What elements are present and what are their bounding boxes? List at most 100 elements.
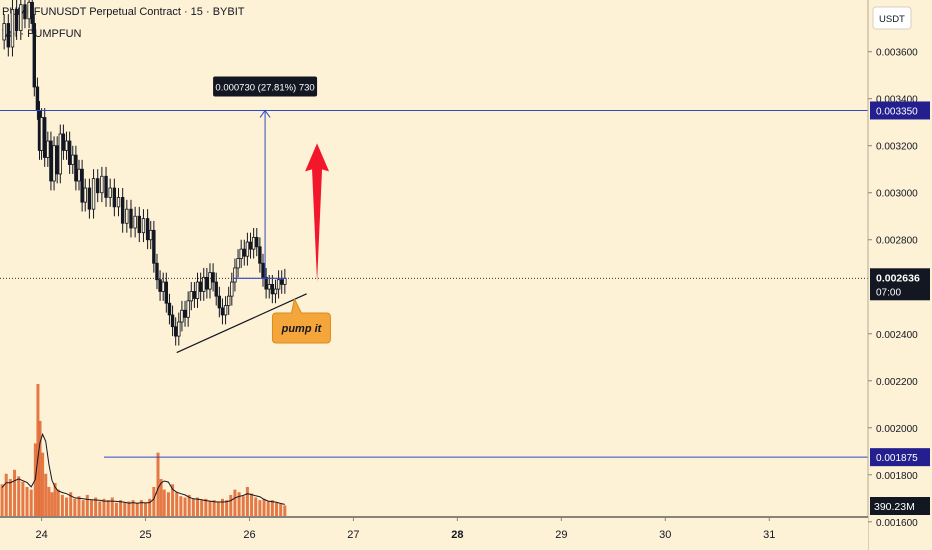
volume-bar <box>73 498 77 516</box>
volume-bar <box>13 469 17 516</box>
candle-body <box>46 140 50 158</box>
volume-bar <box>196 497 200 516</box>
time-tick-label: 28 <box>451 529 463 541</box>
volume-bar <box>131 500 135 516</box>
volume-bar <box>44 473 48 516</box>
candle-body <box>116 197 121 208</box>
candle-body <box>80 168 84 203</box>
candle-body <box>42 117 47 158</box>
candle-body <box>14 9 19 31</box>
time-tick-label: 26 <box>243 529 255 541</box>
price-tick-label: 0.001800 <box>876 471 918 482</box>
volume-bar <box>162 489 166 516</box>
candle-body <box>155 262 159 281</box>
volume-bar <box>69 492 73 516</box>
candle-body <box>164 281 169 304</box>
candle-body <box>67 140 72 165</box>
candle-body <box>276 279 281 290</box>
current-price-label: 0.002636 <box>876 272 920 284</box>
candle-body <box>158 279 162 292</box>
volume-bar <box>191 498 195 516</box>
volume-bar <box>204 498 208 516</box>
candle-body <box>87 187 92 210</box>
candle-body <box>242 248 246 257</box>
volume-bar <box>114 502 118 516</box>
candle-body <box>161 281 165 292</box>
time-axis-panel <box>0 517 868 550</box>
candle-body <box>6 23 11 48</box>
time-tick-label: 25 <box>139 529 151 541</box>
candle-body <box>137 215 141 234</box>
volume-bar <box>36 384 40 516</box>
price-tick-label: 0.001600 <box>876 518 918 529</box>
currency-label: USDT <box>879 14 905 25</box>
price-tick-label: 0.002000 <box>876 424 918 435</box>
volume-bar <box>283 505 287 516</box>
candle-body <box>180 309 184 323</box>
volume-bar <box>208 501 212 516</box>
level-price-tag <box>870 448 930 467</box>
candle-body <box>255 236 259 248</box>
price-tick-label: 0.003000 <box>876 189 918 200</box>
volume-bar <box>258 500 262 516</box>
candle-body <box>83 187 87 203</box>
volume-bar <box>29 489 33 516</box>
volume-bar <box>89 500 93 516</box>
candle-body <box>270 284 275 295</box>
candle-body <box>264 276 268 290</box>
volume-bar <box>77 496 81 516</box>
measure-label-box <box>213 76 318 97</box>
volume-bar <box>94 497 98 516</box>
candle-body <box>189 291 193 302</box>
candle-body <box>133 215 137 229</box>
candle-body <box>267 284 271 290</box>
candle-body <box>49 140 53 182</box>
volume-bar <box>187 494 191 516</box>
volume-bar <box>25 486 29 516</box>
volume-bar <box>110 497 114 516</box>
candle-body <box>30 1 34 24</box>
candle-body <box>52 145 56 182</box>
candle-body <box>58 133 62 175</box>
candle-body <box>226 295 231 306</box>
candle-body <box>120 197 125 224</box>
volume-bar <box>56 489 60 516</box>
volume-bar <box>270 500 274 516</box>
candle-body <box>74 154 78 182</box>
candle-body <box>273 288 278 295</box>
candle-body <box>177 321 181 337</box>
volume-bar <box>4 473 8 516</box>
candle-body <box>104 175 108 198</box>
currency-box <box>872 6 912 30</box>
volume-bar <box>183 497 187 516</box>
volume-bar <box>139 500 143 516</box>
time-tick-label: 29 <box>555 529 567 541</box>
candle-body <box>283 277 287 285</box>
volume-bar <box>254 497 258 516</box>
volume-bar <box>38 420 42 516</box>
time-tick-label: 27 <box>347 529 359 541</box>
volume-bar <box>106 500 110 516</box>
candle-body <box>245 241 250 257</box>
volume-bar <box>212 500 216 516</box>
candle-body <box>258 246 262 264</box>
price-tick-label: 0.003600 <box>876 48 918 59</box>
candle-body <box>167 302 172 316</box>
volume-bar <box>50 492 54 516</box>
callout-bubble <box>271 297 331 344</box>
candle-body <box>96 178 100 194</box>
candle-body <box>211 272 215 283</box>
volume-bar <box>233 489 237 516</box>
current-price-tag <box>870 268 930 301</box>
time-tick-label: 24 <box>35 529 47 541</box>
volume-bar <box>266 501 270 516</box>
candle-body <box>183 309 187 318</box>
candle-body <box>223 305 228 316</box>
candle-body <box>152 229 156 264</box>
volume-bar <box>216 501 220 516</box>
volume-bar <box>0 484 4 516</box>
price-tick-label: 0.003400 <box>876 95 918 106</box>
candle-body <box>214 281 218 297</box>
